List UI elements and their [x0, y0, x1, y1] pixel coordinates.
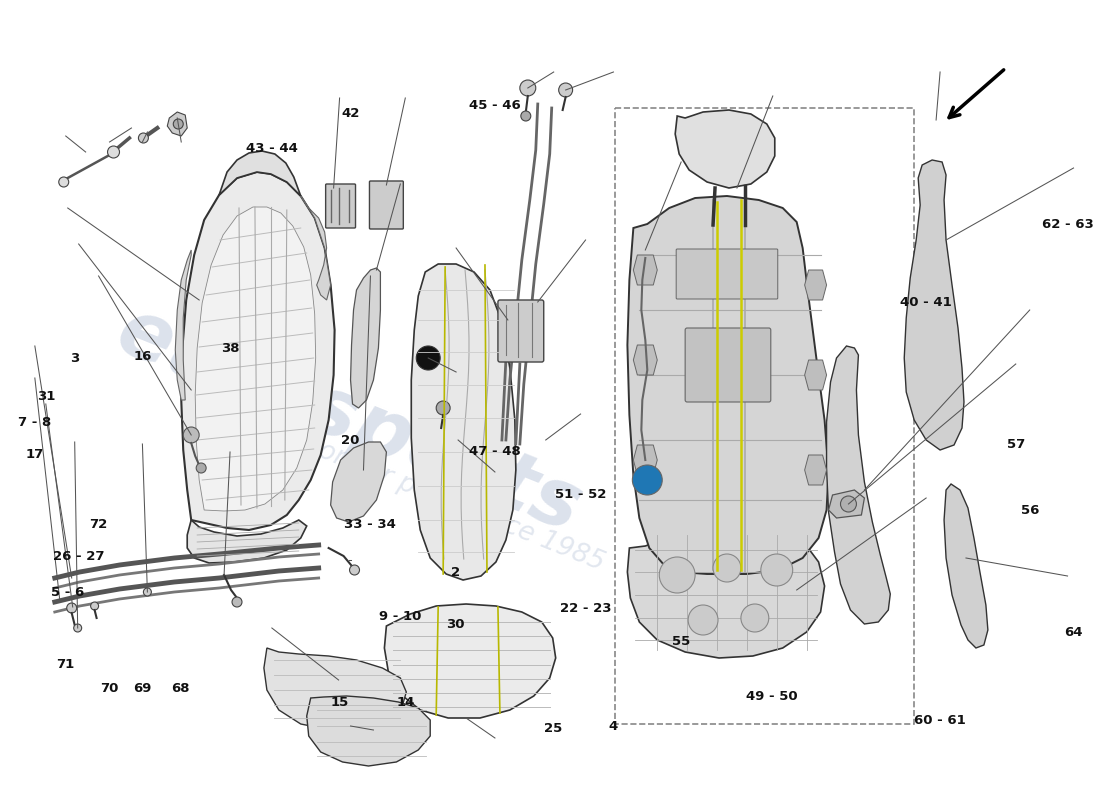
Circle shape [143, 588, 152, 596]
Circle shape [761, 554, 793, 586]
Text: 47 - 48: 47 - 48 [470, 446, 521, 458]
Circle shape [184, 427, 199, 443]
Polygon shape [182, 172, 334, 530]
Polygon shape [219, 151, 300, 196]
Polygon shape [627, 528, 825, 658]
Text: 16: 16 [133, 350, 152, 362]
Polygon shape [384, 604, 556, 718]
Text: 38: 38 [221, 342, 240, 354]
Polygon shape [826, 346, 890, 624]
Polygon shape [300, 196, 331, 300]
Text: 9 - 10: 9 - 10 [378, 610, 421, 622]
Circle shape [659, 557, 695, 593]
Circle shape [416, 346, 440, 370]
FancyBboxPatch shape [676, 249, 778, 299]
Text: 22 - 23: 22 - 23 [560, 602, 612, 614]
Text: 55: 55 [672, 635, 691, 648]
Polygon shape [828, 490, 865, 518]
Circle shape [58, 177, 68, 187]
Text: 72: 72 [89, 518, 108, 530]
Polygon shape [331, 442, 386, 522]
Polygon shape [944, 484, 988, 648]
Text: 25: 25 [544, 722, 562, 734]
Polygon shape [627, 196, 828, 574]
Circle shape [741, 604, 769, 632]
Circle shape [520, 80, 536, 96]
Polygon shape [195, 207, 316, 511]
Circle shape [67, 603, 77, 613]
Text: 68: 68 [172, 682, 190, 694]
Polygon shape [167, 112, 187, 136]
Circle shape [90, 602, 99, 610]
Polygon shape [904, 160, 964, 450]
Text: 45 - 46: 45 - 46 [470, 99, 521, 112]
Text: 33 - 34: 33 - 34 [344, 518, 396, 530]
Text: 71: 71 [56, 658, 75, 670]
Text: 51 - 52: 51 - 52 [554, 488, 606, 501]
Text: 5 - 6: 5 - 6 [52, 586, 85, 598]
Polygon shape [411, 264, 516, 580]
Circle shape [232, 597, 242, 607]
Circle shape [520, 111, 531, 121]
Text: 30: 30 [447, 618, 465, 630]
Polygon shape [634, 255, 658, 285]
Text: 57: 57 [1008, 438, 1025, 450]
FancyBboxPatch shape [498, 300, 543, 362]
Text: 40 - 41: 40 - 41 [900, 296, 952, 309]
Circle shape [632, 465, 662, 495]
Circle shape [174, 119, 184, 129]
Polygon shape [804, 455, 826, 485]
Text: 20: 20 [341, 434, 360, 446]
Text: a passion for parts since 1985: a passion for parts since 1985 [229, 403, 608, 577]
Polygon shape [175, 250, 191, 400]
Text: 2: 2 [451, 566, 460, 578]
Text: 4: 4 [608, 720, 618, 733]
Text: 3: 3 [70, 352, 79, 365]
Polygon shape [804, 360, 826, 390]
Text: 42: 42 [341, 107, 360, 120]
Text: 56: 56 [1021, 504, 1038, 517]
Text: 69: 69 [133, 682, 152, 694]
Polygon shape [804, 270, 826, 300]
Circle shape [139, 133, 148, 143]
Circle shape [74, 624, 81, 632]
Text: 31: 31 [36, 390, 55, 402]
Circle shape [437, 401, 450, 415]
Polygon shape [675, 110, 774, 188]
Text: 62 - 63: 62 - 63 [1042, 218, 1093, 230]
Text: 60 - 61: 60 - 61 [914, 714, 966, 726]
Text: 7 - 8: 7 - 8 [19, 416, 52, 429]
Text: 64: 64 [1065, 626, 1082, 638]
Circle shape [840, 496, 857, 512]
Circle shape [713, 554, 741, 582]
Polygon shape [634, 445, 658, 475]
Text: eurosports: eurosports [104, 291, 592, 549]
FancyBboxPatch shape [370, 181, 404, 229]
Circle shape [350, 565, 360, 575]
FancyBboxPatch shape [685, 328, 771, 402]
Circle shape [108, 146, 120, 158]
Text: 14: 14 [396, 696, 415, 709]
Text: 15: 15 [330, 696, 349, 709]
Text: 17: 17 [26, 448, 44, 461]
Polygon shape [187, 520, 307, 563]
Polygon shape [351, 268, 381, 408]
Text: 49 - 50: 49 - 50 [747, 690, 799, 702]
Text: 70: 70 [100, 682, 119, 694]
Circle shape [559, 83, 573, 97]
Text: 26 - 27: 26 - 27 [53, 550, 104, 562]
Polygon shape [634, 345, 658, 375]
FancyBboxPatch shape [326, 184, 355, 228]
Text: 43 - 44: 43 - 44 [245, 142, 298, 154]
Polygon shape [264, 648, 406, 730]
Polygon shape [307, 696, 430, 766]
Circle shape [689, 605, 718, 635]
Circle shape [196, 463, 206, 473]
